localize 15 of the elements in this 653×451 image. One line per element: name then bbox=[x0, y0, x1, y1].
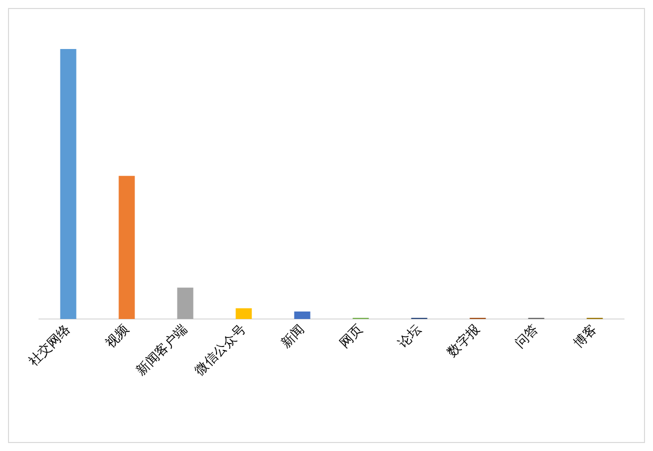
x-tick-label: 微信公众号 bbox=[192, 322, 249, 379]
x-tick-label: 新闻 bbox=[278, 322, 308, 352]
bar bbox=[236, 308, 252, 320]
x-tick-label: 社交网络 bbox=[25, 321, 74, 370]
x-tick-label: 新闻客户端 bbox=[133, 321, 190, 379]
x-tick-label: 视频 bbox=[102, 322, 132, 352]
bar bbox=[177, 288, 194, 320]
bar bbox=[60, 49, 76, 320]
x-tick-label: 问答 bbox=[512, 322, 542, 352]
x-tick-label: 数字报 bbox=[444, 321, 483, 360]
bar bbox=[118, 176, 135, 320]
x-tick-label: 论坛 bbox=[395, 322, 424, 352]
x-tick-label: 博客 bbox=[570, 321, 600, 352]
bar bbox=[294, 311, 310, 320]
x-tick-label: 网页 bbox=[336, 322, 366, 352]
